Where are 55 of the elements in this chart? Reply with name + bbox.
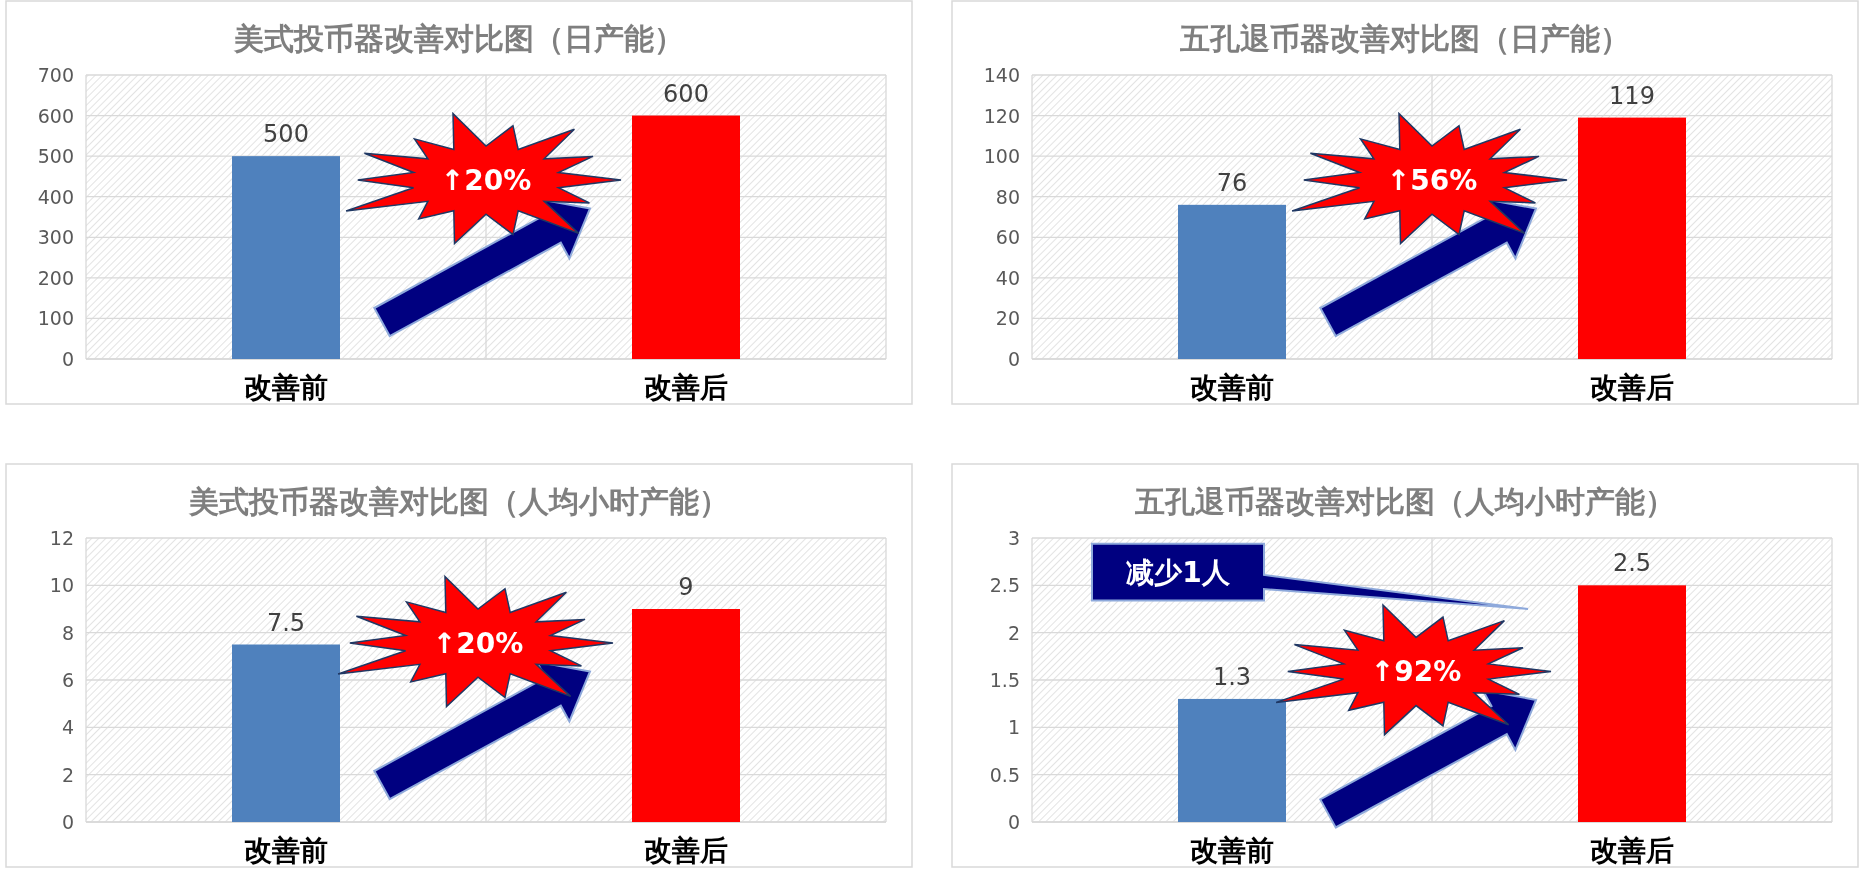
y-tick-label: 12 — [49, 527, 74, 549]
annotation: ↑20% — [432, 627, 524, 661]
y-tick-label: 60 — [995, 226, 1020, 249]
annotation: ↑92% — [1370, 655, 1462, 689]
annotation: ↑20% — [440, 164, 532, 198]
y-tick-label: 20 — [995, 307, 1020, 330]
data-label: 9 — [678, 573, 694, 601]
y-tick-label: 600 — [37, 104, 74, 127]
y-tick-label: 200 — [37, 266, 74, 289]
annotation: 减少1人 — [1126, 556, 1231, 590]
x-tick-label: 改善前 — [1190, 371, 1274, 404]
y-tick-label: 1 — [1007, 716, 1020, 739]
y-tick-label: 1.5 — [989, 669, 1020, 691]
y-tick-label: 500 — [37, 145, 74, 168]
x-tick-label: 改善前 — [244, 371, 328, 404]
y-tick-label: 400 — [37, 185, 74, 208]
data-label: 76 — [1216, 168, 1248, 197]
y-tick-label: 0.5 — [989, 763, 1020, 786]
chart-title: 五孔退币器改善对比图（人均小时产能） — [1134, 484, 1675, 519]
chart-title: 美式投币器改善对比图（人均小时产能） — [188, 484, 729, 519]
y-tick-label: 120 — [983, 104, 1020, 127]
annotation: ↑56% — [1386, 164, 1478, 198]
y-tick-label: 2.5 — [989, 574, 1020, 597]
x-tick-label: 改善后 — [1590, 834, 1674, 867]
y-tick-label: 8 — [61, 621, 74, 644]
data-label: 500 — [263, 120, 309, 149]
y-tick-label: 100 — [983, 145, 1020, 168]
y-tick-label: 80 — [995, 185, 1020, 208]
x-tick-label: 改善后 — [1590, 371, 1674, 404]
x-tick-label: 改善后 — [644, 834, 728, 867]
data-label: 600 — [663, 79, 709, 108]
y-tick-label: 300 — [37, 226, 74, 249]
x-tick-label: 改善后 — [644, 371, 728, 404]
data-label: 119 — [1609, 81, 1655, 110]
y-tick-label: 40 — [995, 266, 1020, 289]
y-tick-label: 2 — [61, 763, 74, 786]
y-tick-label: 140 — [983, 64, 1020, 86]
chart-title: 五孔退币器改善对比图（日产能） — [1179, 21, 1630, 56]
y-tick-label: 10 — [49, 574, 74, 597]
y-tick-label: 100 — [37, 307, 74, 330]
y-tick-label: 6 — [61, 669, 74, 691]
y-tick-label: 4 — [61, 716, 74, 739]
y-tick-label: 700 — [37, 64, 74, 86]
data-label: 2.5 — [1612, 549, 1652, 578]
data-label: 1.3 — [1212, 662, 1252, 691]
y-tick-label: 0 — [1007, 348, 1020, 370]
x-tick-label: 改善前 — [1190, 834, 1274, 867]
data-label: 7.5 — [266, 608, 306, 637]
y-tick-label: 0 — [61, 348, 74, 370]
x-tick-label: 改善前 — [244, 834, 328, 867]
y-tick-label: 0 — [1007, 811, 1020, 833]
y-tick-label: 0 — [61, 811, 74, 833]
y-tick-label: 2 — [1007, 621, 1020, 644]
chart-title: 美式投币器改善对比图（日产能） — [233, 21, 684, 56]
y-tick-label: 3 — [1007, 527, 1020, 549]
